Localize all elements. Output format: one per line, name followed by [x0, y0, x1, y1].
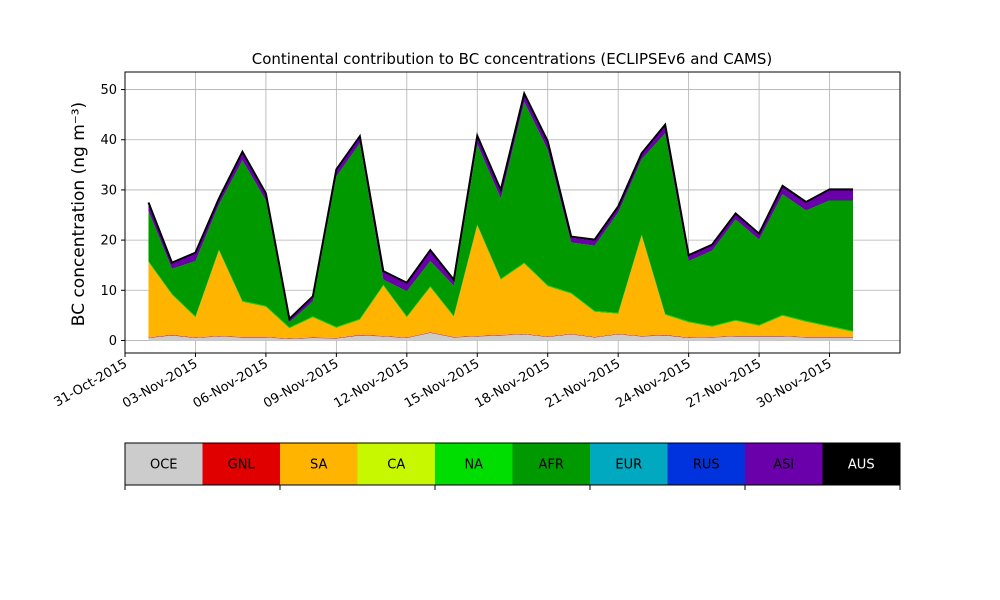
x-axis-ticks: 31-Oct-201503-Nov-201506-Nov-201509-Nov-… [52, 353, 835, 411]
area-sa [148, 225, 854, 339]
x-tick-label: 30-Nov-2015 [754, 356, 834, 411]
colorbar-swatch-aus [822, 443, 900, 485]
colorbar-swatch-asi [745, 443, 823, 485]
chart-title: Continental contribution to BC concentra… [252, 50, 773, 68]
colorbar-swatch-na [435, 443, 513, 485]
colorbar-swatch-rus [667, 443, 745, 485]
x-tick-label: 18-Nov-2015 [472, 356, 552, 411]
x-tick-label: 15-Nov-2015 [402, 356, 482, 411]
colorbar-label-na: NA [464, 458, 483, 473]
y-tick-label: 30 [100, 183, 117, 198]
colorbar-label-oce: OCE [150, 458, 178, 473]
colorbar-label-eur: EUR [615, 458, 642, 473]
x-tick-label: 21-Nov-2015 [543, 356, 623, 411]
x-tick-label: 24-Nov-2015 [613, 356, 693, 411]
y-axis-ticks: 0 10 20 30 40 50 [100, 83, 125, 349]
colorbar-swatch-ca [357, 443, 435, 485]
x-tick-label: 12-Nov-2015 [332, 356, 412, 411]
x-tick-label: 06-Nov-2015 [191, 356, 271, 411]
area-oce [148, 332, 854, 341]
x-tick-label: 03-Nov-2015 [120, 356, 200, 411]
x-tick-label: 27-Nov-2015 [684, 356, 764, 411]
y-tick-label: 50 [100, 83, 117, 98]
colorbar-label-afr: AFR [539, 458, 564, 473]
plot-frame [124, 71, 901, 354]
x-tick-label: 09-Nov-2015 [261, 356, 341, 411]
colorbar-swatch-afr [512, 443, 590, 485]
colorbar-swatch-eur [590, 443, 668, 485]
area-afr [148, 102, 854, 331]
colorbar-label-ca: CA [387, 458, 405, 473]
y-tick-label: 40 [100, 133, 117, 148]
colorbar-label-gnl: GNL [228, 458, 256, 473]
colorbar-label-rus: RUS [693, 458, 720, 473]
region-colorbar: OCE GNL SA CA NA AFR EUR RUS ASI AUS [124, 442, 901, 490]
colorbar-swatch-oce [125, 443, 203, 485]
total-line [147, 90, 854, 321]
x-tick-label: 31-Oct-2015 [52, 356, 130, 410]
y-axis-label: BC concentration (ng m⁻³) [69, 102, 89, 326]
colorbar-label-aus: AUS [848, 458, 875, 473]
colorbar-swatch-sa [280, 443, 358, 485]
colorbar-swatch-gnl [202, 443, 280, 485]
colorbar-frame [124, 442, 901, 486]
y-tick-label: 0 [109, 334, 117, 349]
y-tick-label: 10 [100, 284, 117, 299]
total-outline [147, 90, 854, 321]
stacked-areas [148, 93, 854, 341]
colorbar-label-sa: SA [310, 458, 327, 473]
colorbar-label-asi: ASI [773, 458, 794, 473]
y-tick-label: 20 [100, 234, 117, 249]
